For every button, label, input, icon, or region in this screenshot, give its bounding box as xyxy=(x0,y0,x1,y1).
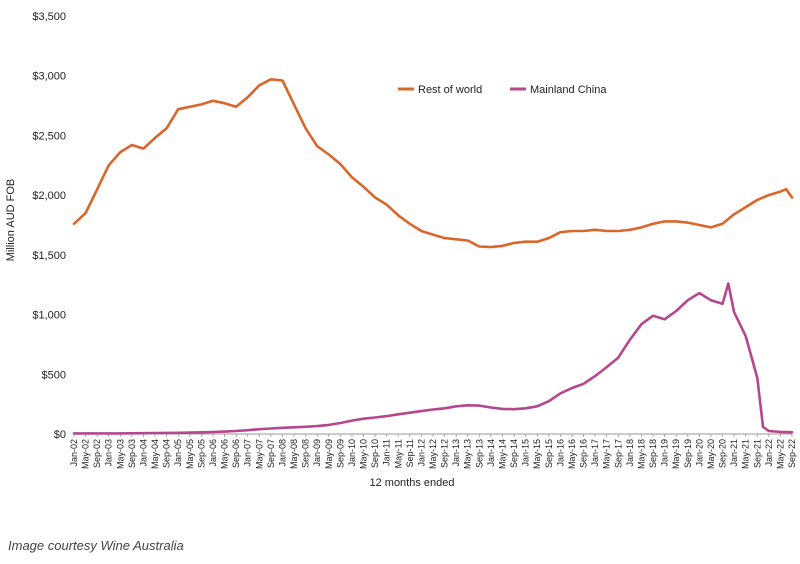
x-tick-label: Sep-19 xyxy=(683,439,693,468)
x-tick-label: Jan-21 xyxy=(729,439,739,467)
y-axis-ticks: $0 $500 $1,000 $1,500 $2,000 $2,500 $3,000 $3,5… xyxy=(32,11,66,441)
legend-label: Rest of world xyxy=(418,84,482,96)
x-tick-label: May-12 xyxy=(428,439,438,469)
legend-label: Mainland China xyxy=(530,84,607,96)
x-tick-label: Sep-06 xyxy=(231,439,241,468)
x-tick-label: May-10 xyxy=(359,439,369,469)
series-line-1 xyxy=(72,282,794,435)
x-tick-label: May-05 xyxy=(185,439,195,469)
x-tick-label: Jan-02 xyxy=(69,439,79,467)
x-tick-label: Sep-03 xyxy=(127,439,137,468)
x-tick-label: Sep-05 xyxy=(196,439,206,468)
x-tick-label: Jan-16 xyxy=(555,439,565,467)
x-axis-title: 12 months ended xyxy=(369,477,454,489)
legend: Rest of world Mainland China xyxy=(398,84,607,96)
y-tick-label: $500 xyxy=(42,369,66,381)
x-tick-label: Jan-03 xyxy=(104,439,114,467)
x-tick-label: Jan-19 xyxy=(660,439,670,467)
x-axis-ticks: Jan-02 May-02 Sep-02 Jan-03 May-03 Sep-03 Jan-… xyxy=(69,434,797,469)
x-tick-label: Sep-10 xyxy=(370,439,380,468)
series-line-0 xyxy=(72,78,794,249)
image-caption: Image courtesy Wine Australia xyxy=(8,538,184,553)
x-tick-label: May-03 xyxy=(115,439,125,469)
x-tick-label: Sep-11 xyxy=(405,439,415,467)
x-tick-label: Jan-11 xyxy=(382,439,392,466)
x-tick-label: Jan-10 xyxy=(347,439,357,467)
x-tick-label: Sep-02 xyxy=(92,439,102,468)
x-tick-label: May-08 xyxy=(289,439,299,469)
y-tick-label: $3,500 xyxy=(32,11,66,23)
y-tick-label: $1,000 xyxy=(32,310,66,322)
x-tick-label: May-13 xyxy=(463,439,473,469)
x-tick-label: Jan-07 xyxy=(243,439,253,467)
y-tick-label: $1,500 xyxy=(32,250,66,262)
x-tick-label: Sep-17 xyxy=(613,439,623,468)
x-tick-label: Sep-13 xyxy=(474,439,484,468)
x-tick-label: Jan-12 xyxy=(416,439,426,467)
x-tick-label: Sep-04 xyxy=(162,439,172,468)
x-tick-label: May-11 xyxy=(393,439,403,468)
x-tick-label: Jan-20 xyxy=(694,439,704,467)
x-tick-label: May-09 xyxy=(324,439,334,469)
x-tick-label: Jan-13 xyxy=(451,439,461,467)
y-axis-title: Million AUD FOB xyxy=(5,179,17,262)
x-tick-label: Sep-07 xyxy=(266,439,276,468)
x-tick-label: Jan-18 xyxy=(625,439,635,467)
x-tick-label: Jan-04 xyxy=(138,439,148,467)
x-tick-label: May-18 xyxy=(636,439,646,469)
series-lines xyxy=(72,78,794,435)
x-tick-label: Jan-09 xyxy=(312,439,322,467)
x-tick-label: Sep-09 xyxy=(335,439,345,468)
x-tick-label: Jan-06 xyxy=(208,439,218,467)
x-tick-label: Sep-22 xyxy=(787,439,797,468)
x-tick-label: Jan-14 xyxy=(486,439,496,467)
x-tick-label: May-19 xyxy=(671,439,681,469)
x-tick-label: May-14 xyxy=(497,439,507,469)
x-tick-label: May-06 xyxy=(220,439,230,469)
y-tick-label: $0 xyxy=(54,429,66,441)
x-tick-label: Sep-12 xyxy=(440,439,450,468)
x-tick-label: May-21 xyxy=(741,439,751,469)
x-tick-label: Jan-08 xyxy=(277,439,287,467)
x-tick-label: May-15 xyxy=(532,439,542,469)
x-tick-label: Jan-05 xyxy=(173,439,183,467)
y-tick-label: $2,000 xyxy=(32,190,66,202)
x-tick-label: Jan-17 xyxy=(590,439,600,467)
x-tick-label: May-17 xyxy=(602,439,612,469)
y-tick-label: $2,500 xyxy=(32,130,66,142)
x-tick-label: May-22 xyxy=(775,439,785,469)
x-tick-label: May-04 xyxy=(150,439,160,469)
x-tick-label: Sep-08 xyxy=(301,439,311,468)
y-tick-label: $3,000 xyxy=(32,71,66,83)
x-tick-label: Jan-22 xyxy=(764,439,774,467)
x-tick-label: Sep-16 xyxy=(579,439,589,468)
x-tick-label: May-16 xyxy=(567,439,577,469)
x-tick-label: Sep-18 xyxy=(648,439,658,468)
x-tick-label: May-02 xyxy=(81,439,91,469)
x-tick-label: Sep-14 xyxy=(509,439,519,468)
x-tick-label: Sep-21 xyxy=(752,439,762,468)
x-tick-label: May-20 xyxy=(706,439,716,469)
x-tick-label: May-07 xyxy=(254,439,264,469)
x-tick-label: Sep-15 xyxy=(544,439,554,468)
x-tick-label: Jan-15 xyxy=(521,439,531,467)
x-tick-label: Sep-20 xyxy=(718,439,728,468)
